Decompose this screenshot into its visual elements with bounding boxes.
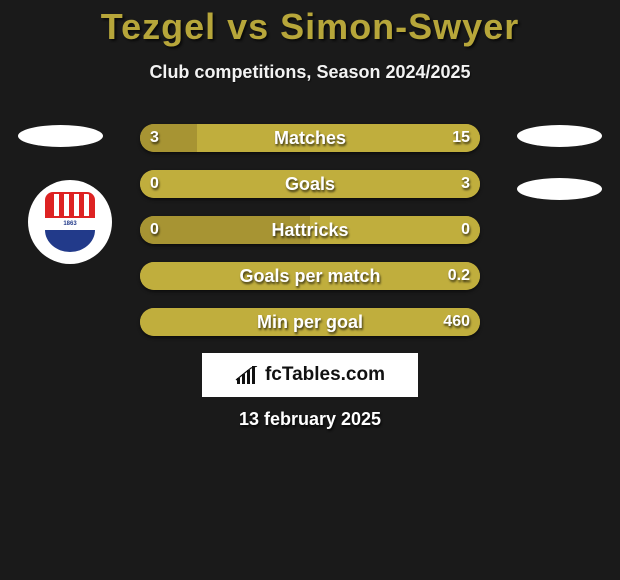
page-title: Tezgel vs Simon-Swyer: [0, 0, 620, 48]
stat-row: 315Matches: [140, 124, 480, 152]
stat-label: Goals: [140, 170, 480, 198]
comparison-bars: 315Matches 03Goals 00Hattricks 0.2Goals per…: [140, 124, 480, 354]
crest-year: 1863: [45, 218, 95, 230]
chart-icon: [235, 366, 259, 384]
stat-row: 00Hattricks: [140, 216, 480, 244]
stat-row: 460Min per goal: [140, 308, 480, 336]
stat-label: Goals per match: [140, 262, 480, 290]
player-right-badge-placeholder-2: [517, 178, 602, 200]
club-crest: 1863: [28, 180, 112, 264]
stat-label: Matches: [140, 124, 480, 152]
source-logo-text: FcTables.com: [265, 364, 385, 386]
player-right-badge-placeholder-1: [517, 125, 602, 147]
stat-row: 03Goals: [140, 170, 480, 198]
stat-label: Min per goal: [140, 308, 480, 336]
stat-label: Hattricks: [140, 216, 480, 244]
stat-row: 0.2Goals per match: [140, 262, 480, 290]
player-left-badge-placeholder: [18, 125, 103, 147]
shield-icon: 1863: [45, 192, 95, 252]
source-logo: FcTables.com: [202, 353, 418, 397]
subtitle: Club competitions, Season 2024/2025: [0, 62, 620, 83]
snapshot-date: 13 february 2025: [0, 409, 620, 430]
